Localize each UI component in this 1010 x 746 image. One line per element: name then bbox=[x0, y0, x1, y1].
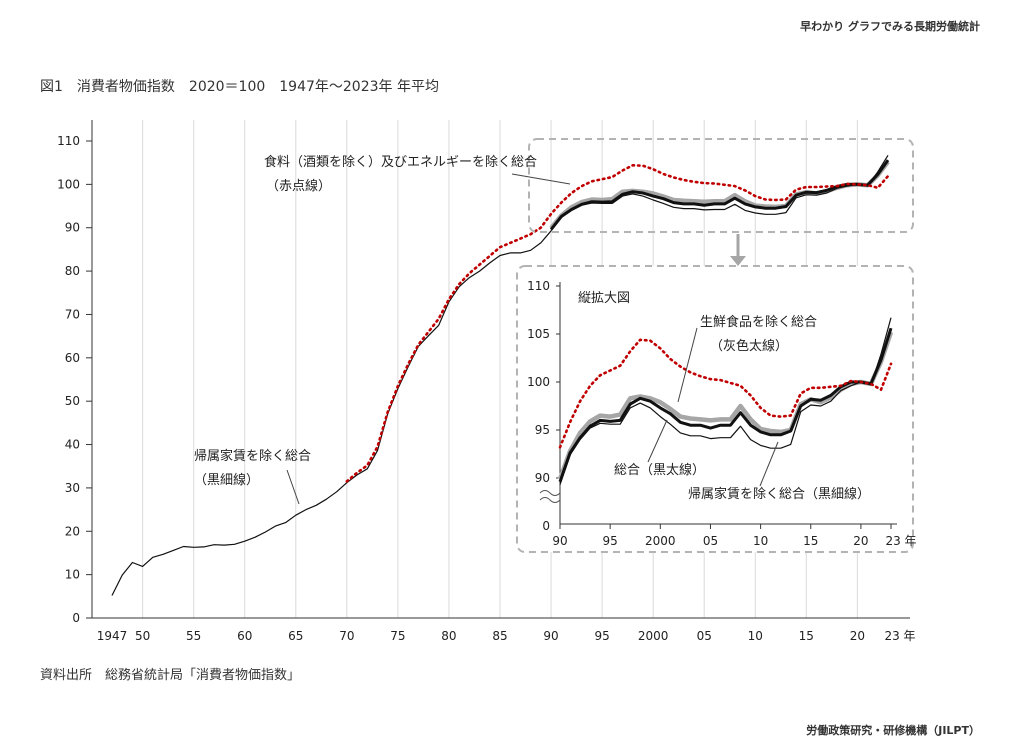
main-x-tick-label: 15 bbox=[799, 629, 814, 643]
annotation-excl-food-energy-style: （赤点線） bbox=[266, 178, 331, 194]
main-x-tick-label: 50 bbox=[135, 629, 150, 643]
inset-series-line-rent bbox=[559, 317, 892, 485]
inset-series-line-core bbox=[557, 331, 894, 480]
main-series-line-total bbox=[549, 159, 890, 231]
inset-y-tick-label: 90 bbox=[535, 471, 550, 485]
main-x-tick-label: 05 bbox=[697, 629, 712, 643]
main-y-tick-label: 10 bbox=[65, 568, 80, 582]
annotation-core-style: （灰色太線） bbox=[710, 338, 788, 354]
main-series bbox=[111, 154, 890, 596]
publication-header: 早わかり グラフでみる長期労働統計 bbox=[800, 20, 980, 33]
main-y-tick-label: 70 bbox=[65, 307, 80, 321]
main-x-tick-label: 1947 bbox=[97, 629, 128, 643]
inset-x-tick-label: 05 bbox=[703, 534, 718, 548]
main-x-tick-label: 70 bbox=[339, 629, 354, 643]
main-y-tick-label: 0 bbox=[72, 611, 80, 625]
leader-rent bbox=[286, 469, 300, 505]
main-x-tick-label: 90 bbox=[543, 629, 558, 643]
leader-core bbox=[677, 327, 698, 403]
inset-x-tick-label: 2000 bbox=[645, 534, 676, 548]
main-x-tick-label: 75 bbox=[390, 629, 405, 643]
annotation-core: 生鮮食品を除く総合 bbox=[700, 314, 817, 330]
inset-y-break-label: 0 bbox=[542, 519, 550, 533]
inset-frame bbox=[516, 265, 914, 553]
main-x-tick-label: 95 bbox=[594, 629, 609, 643]
leader-excl-food-energy bbox=[511, 173, 571, 185]
organization-footer: 労働政策研究・研修機構（JILPT） bbox=[806, 724, 980, 737]
main-y-tick-label: 80 bbox=[65, 264, 80, 278]
main-series-line-rent bbox=[111, 154, 889, 596]
main-x-tick-label: 55 bbox=[186, 629, 201, 643]
inset-y-tick-label: 105 bbox=[527, 327, 550, 341]
axis-break-mark bbox=[539, 497, 561, 503]
main-ticks: 1947 50 55 60 65 70 75 80 85 90 95 2000 05 10 15 20 23 年… bbox=[57, 134, 915, 643]
annotation-rent-style: （黒細線） bbox=[194, 472, 259, 488]
annotations: 食料（酒類を除く）及びエネルギーを除く総合 （赤点線） 帰属家賃を除く総合 （黒… bbox=[194, 154, 870, 505]
main-y-tick-label: 60 bbox=[65, 351, 80, 365]
source-note: 資料出所 総務省統計局「消費者物価指数」 bbox=[40, 668, 301, 683]
axis-break-mark bbox=[539, 490, 561, 496]
annotation-total: 総合（黒太線） bbox=[614, 462, 705, 478]
main-series-line-excl_food_energy bbox=[345, 164, 890, 483]
main-axes bbox=[86, 120, 910, 619]
inset-y-tick-label: 100 bbox=[527, 375, 550, 389]
inset-series-line-total bbox=[558, 327, 893, 483]
main-y-tick-label: 20 bbox=[65, 524, 80, 538]
inset-x-tick-label: 15 bbox=[803, 534, 818, 548]
inset-series-line-excl_food_energy bbox=[558, 338, 893, 449]
main-x-tick-label: 2000 bbox=[638, 629, 669, 643]
leader-rent-inset bbox=[759, 441, 779, 487]
main-x-tick-label: 80 bbox=[441, 629, 456, 643]
main-x-tick-label: 85 bbox=[492, 629, 507, 643]
annotation-rent: 帰属家賃を除く総合 bbox=[194, 448, 311, 464]
inset-ticks: 90 95 2000 05 10 15 20 23 年 90 95 100 105 110 0 bbox=[527, 279, 916, 548]
main-y-tick-label: 30 bbox=[65, 481, 80, 495]
zoom-arrow bbox=[730, 234, 746, 266]
inset-x-tick-label: 10 bbox=[753, 534, 768, 548]
main-y-tick-label: 50 bbox=[65, 394, 80, 408]
figure-title: 図1 消費者物価指数 2020＝100 1947年～2023年 年平均 bbox=[40, 79, 439, 95]
inset-title: 縦拡大図 bbox=[578, 291, 630, 306]
inset-y-tick-label: 110 bbox=[527, 279, 550, 293]
main-y-tick-label: 100 bbox=[57, 177, 80, 191]
inset-x-tick-label: 20 bbox=[853, 534, 868, 548]
inset-x-tick-label: 90 bbox=[552, 534, 567, 548]
inset-x-tick-label: 23 年 bbox=[885, 534, 916, 548]
inset-series bbox=[557, 317, 894, 485]
leader-total bbox=[647, 419, 668, 463]
main-y-tick-label: 40 bbox=[65, 438, 80, 452]
main-y-tick-label: 110 bbox=[57, 134, 80, 148]
zoom-region-frame bbox=[528, 138, 914, 233]
inset-x-tick-label: 95 bbox=[603, 534, 618, 548]
main-x-tick-label: 20 bbox=[850, 629, 865, 643]
annotation-rent-inset: 帰属家賃を除く総合（黒細線） bbox=[688, 486, 870, 502]
main-x-tick-label: 10 bbox=[748, 629, 763, 643]
main-x-tick-label: 65 bbox=[288, 629, 303, 643]
annotation-excl-food-energy: 食料（酒類を除く）及びエネルギーを除く総合 bbox=[264, 154, 537, 170]
inset-y-tick-label: 95 bbox=[535, 423, 550, 437]
main-y-tick-label: 90 bbox=[65, 221, 80, 235]
main-x-tick-label: 60 bbox=[237, 629, 252, 643]
main-x-tick-label: 23 年 bbox=[884, 629, 915, 643]
